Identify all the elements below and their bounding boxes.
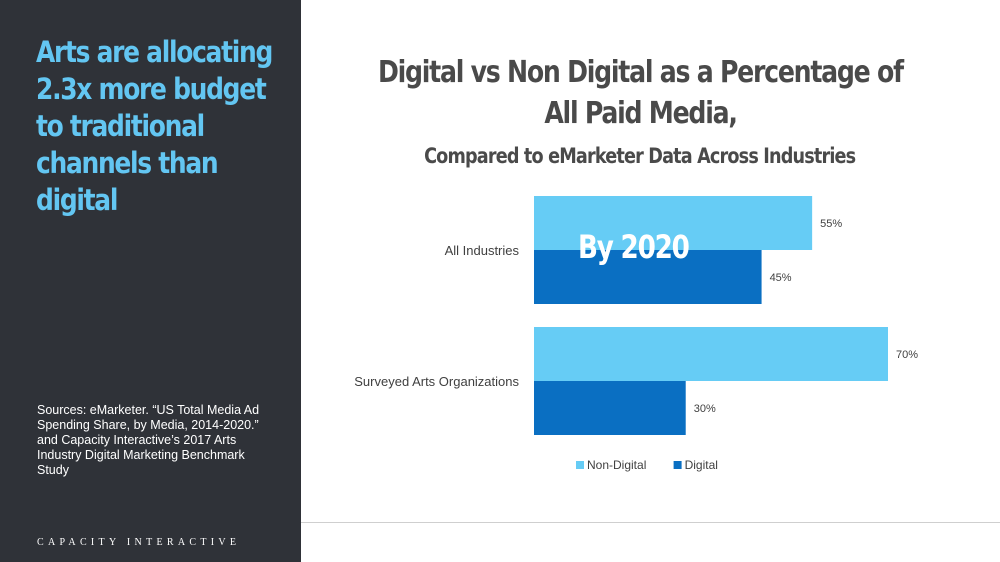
bar-non-digital (534, 327, 888, 381)
headline-line: to traditional (36, 109, 205, 143)
sources-note: Sources: eMarketer. “US Total Media Ad S… (37, 403, 260, 477)
chart-subtitle-text: Compared to eMarketer Data Across Indust… (424, 144, 856, 168)
category-label: Surveyed Arts Organizations (354, 374, 519, 389)
data-label: 70% (896, 349, 918, 361)
left-panel: Arts are allocating 2.3x more budget to … (0, 0, 301, 562)
data-label: 55% (820, 218, 842, 230)
legend-label: Digital (685, 458, 718, 472)
headline-line: 2.3x more budget (36, 72, 267, 106)
category-label: All Industries (445, 243, 520, 258)
bottom-divider (301, 522, 1000, 523)
headline-line: channels than (36, 146, 219, 180)
headline: Arts are allocating 2.3x more budget to … (36, 34, 273, 219)
brand-wordmark: CAPACITY INTERACTIVE (37, 537, 241, 548)
legend-swatch (673, 461, 682, 469)
bar-digital (534, 381, 686, 435)
data-label: 30% (694, 403, 716, 415)
chart-annotation: By 2020 (578, 228, 690, 266)
bar-digital (534, 250, 762, 304)
data-label: 45% (770, 272, 792, 284)
legend-swatch (576, 461, 584, 469)
bar-non-digital (534, 196, 813, 250)
headline-line: Arts are allocating (36, 35, 273, 69)
chart-title-line: Digital vs Non Digital as a Percentage o… (377, 55, 904, 90)
chart-title-line: All Paid Media, (543, 96, 738, 131)
legend-label: Non-Digital (587, 458, 646, 472)
chart-subtitle: Compared to eMarketer Data Across Indust… (320, 142, 960, 170)
headline-line: digital (36, 183, 118, 217)
bar-chart: All Industries 55% 45% Surveyed Arts Organi… (354, 196, 918, 472)
chart-title: Digital vs Non Digital as a Percentage o… (320, 52, 960, 134)
